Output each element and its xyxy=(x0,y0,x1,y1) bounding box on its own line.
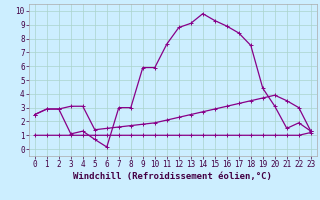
X-axis label: Windchill (Refroidissement éolien,°C): Windchill (Refroidissement éolien,°C) xyxy=(73,172,272,181)
